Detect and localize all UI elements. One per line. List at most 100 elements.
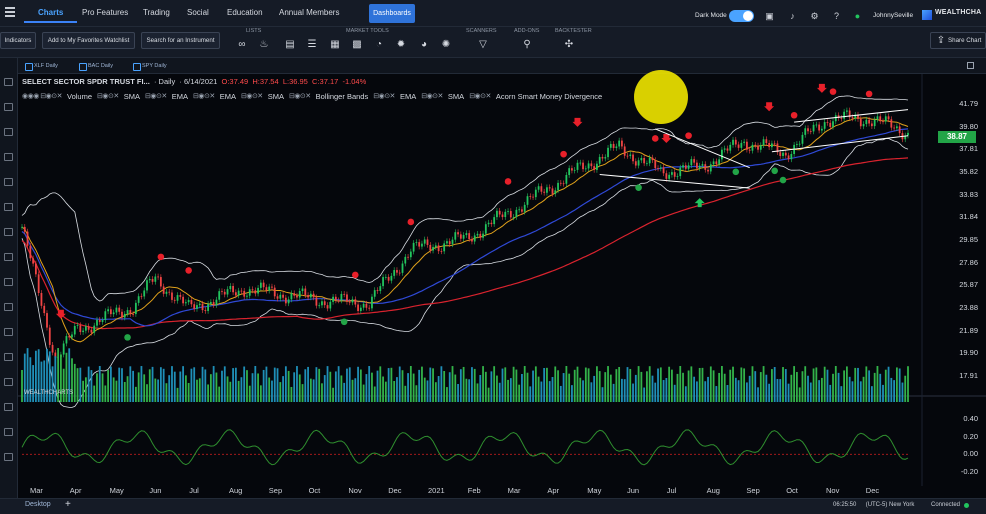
menu-icon[interactable] bbox=[5, 7, 15, 17]
grid-icon[interactable]: ▩ bbox=[352, 39, 362, 50]
layers-tool-icon[interactable] bbox=[4, 403, 13, 411]
zoom-tool-icon[interactable] bbox=[4, 253, 13, 261]
news-icon[interactable]: ▤ bbox=[285, 39, 295, 50]
candle-body bbox=[704, 164, 707, 170]
chart-area[interactable]: SELECT SECTOR SPDR TRUST FI... · Daily ·… bbox=[18, 74, 986, 498]
shape-tool-icon[interactable] bbox=[4, 178, 13, 186]
heatmap-icon[interactable]: ✺ bbox=[441, 39, 451, 50]
search-instrument-button[interactable]: Search for an Instrument bbox=[141, 32, 220, 49]
candle-body bbox=[415, 242, 418, 243]
account-icon[interactable]: ● bbox=[854, 11, 861, 21]
cursor-tool-icon[interactable] bbox=[4, 78, 13, 86]
more-tool-icon[interactable] bbox=[4, 453, 13, 461]
candle-body bbox=[779, 152, 782, 157]
volume-bar bbox=[184, 375, 187, 402]
filter-icon[interactable]: ▽ bbox=[479, 39, 487, 50]
legend-controls-icon[interactable]: ⊟◉⊙✕ bbox=[421, 93, 443, 100]
username[interactable]: JohnnySeville bbox=[873, 12, 914, 19]
visibility-tool-icon[interactable] bbox=[4, 328, 13, 336]
legend-controls-icon[interactable]: ⊟◉⊙✕ bbox=[469, 93, 491, 100]
status-bar: Desktop + 06:25:50 (UTC-5) New York Conn… bbox=[0, 498, 986, 514]
candle-body bbox=[371, 296, 373, 309]
nav-tab-annual-members[interactable]: Annual Members bbox=[279, 8, 340, 17]
candle-body bbox=[576, 162, 579, 170]
fibonacci-tool-icon[interactable] bbox=[4, 153, 13, 161]
nav-tab-education[interactable]: Education bbox=[227, 8, 263, 17]
chart-tab-xlf[interactable]: XLF Daily bbox=[24, 60, 58, 72]
settings-tool-icon[interactable] bbox=[4, 378, 13, 386]
bell-icon[interactable]: ♪ bbox=[790, 11, 795, 21]
candle-body bbox=[751, 144, 754, 151]
magnet-tool-icon[interactable] bbox=[4, 278, 13, 286]
plugin-icon[interactable]: ⚲ bbox=[523, 39, 531, 50]
legend-controls-icon[interactable]: ⊟◉⊙✕ bbox=[373, 93, 395, 100]
candle-body bbox=[71, 334, 73, 338]
lock-tool-icon[interactable] bbox=[4, 303, 13, 311]
candle-body bbox=[876, 116, 879, 120]
indicators-button[interactable]: Indicators bbox=[0, 32, 36, 49]
legend-controls-icon[interactable]: ⊟◉⊙✕ bbox=[240, 93, 263, 100]
legend-controls-icon[interactable]: ⊟◉⊙✕ bbox=[192, 93, 215, 100]
volume-bar bbox=[143, 374, 146, 402]
indicator-ema[interactable]: EMA bbox=[171, 92, 188, 101]
trash-tool-icon[interactable] bbox=[4, 353, 13, 361]
horizontal-line-tool-icon[interactable] bbox=[4, 128, 13, 136]
sell-signal-dot bbox=[504, 178, 512, 185]
indicator-sma[interactable]: SMA bbox=[267, 92, 284, 101]
time-axis[interactable]: Mar Apr May Jun Jul Aug Sep Oct Nov Dec 2021 Feb Mar… bbox=[18, 486, 986, 496]
indicator-volume[interactable]: Volume bbox=[66, 92, 93, 101]
trendline-tool-icon[interactable] bbox=[4, 103, 13, 111]
time-axis-label: Dec bbox=[865, 486, 880, 495]
volume-bar bbox=[601, 387, 604, 402]
candle-body bbox=[815, 124, 818, 126]
legend-controls-icon[interactable]: ⊟◉⊙✕ bbox=[288, 93, 311, 100]
indicator-legend: ◉◉◉ ⊟◉⊙✕ Volume ⊟◉⊙✕ SMA ⊟◉⊙✕ EMA ⊟◉⊙✕ E… bbox=[22, 92, 602, 101]
gear-icon[interactable]: ⚙ bbox=[810, 11, 819, 21]
volume-bar bbox=[804, 366, 807, 402]
measure-tool-icon[interactable] bbox=[4, 228, 13, 236]
add-desktop-icon[interactable]: + bbox=[65, 499, 71, 510]
nav-tab-trading[interactable]: Trading bbox=[143, 8, 170, 17]
price-axis-label: 27.86 bbox=[959, 257, 978, 267]
price-axis-label: 37.81 bbox=[959, 144, 978, 154]
legend-controls-icon[interactable]: ◉◉◉ ⊟◉⊙✕ bbox=[22, 93, 62, 100]
candle-body bbox=[662, 167, 665, 174]
candle-body bbox=[123, 313, 126, 318]
link-icon[interactable]: ∞ bbox=[238, 39, 246, 50]
volume-bar bbox=[240, 377, 243, 402]
nav-tab-social[interactable]: Social bbox=[187, 8, 209, 17]
help-icon[interactable]: ? bbox=[833, 11, 839, 21]
indicator-ema[interactable]: EMA bbox=[219, 92, 236, 101]
indicator-acorn-smart-money-divergence[interactable]: Acorn Smart Money Divergence bbox=[495, 92, 603, 101]
text-tool-icon[interactable] bbox=[4, 203, 13, 211]
nav-tab-charts[interactable]: Charts bbox=[23, 8, 78, 23]
desktop-tab[interactable]: Desktop bbox=[25, 501, 51, 508]
volume-bar bbox=[157, 379, 159, 402]
chart-tab-bac[interactable]: BAC Daily bbox=[78, 60, 113, 72]
volume-bar bbox=[612, 383, 615, 402]
list-icon[interactable]: ☰ bbox=[307, 39, 317, 50]
add-to-favorites-button[interactable]: Add to My Favorites Watchlist bbox=[42, 32, 135, 49]
calendar-icon[interactable]: ▦ bbox=[330, 39, 340, 50]
volume-bar bbox=[82, 380, 85, 402]
save-icon[interactable]: ▣ bbox=[765, 11, 774, 21]
indicator-bollinger-bands[interactable]: Bollinger Bands bbox=[315, 92, 369, 101]
backtester-icon[interactable]: ✣ bbox=[564, 39, 574, 50]
indicator-ema[interactable]: EMA bbox=[399, 92, 417, 101]
chart-tab-spy[interactable]: SPY Daily bbox=[132, 60, 167, 72]
maximize-icon[interactable] bbox=[967, 62, 974, 69]
flame-icon[interactable]: ♨ bbox=[259, 39, 269, 50]
alert-icon[interactable]: ◔ bbox=[375, 39, 383, 50]
indicator-sma[interactable]: SMA bbox=[447, 92, 465, 101]
nav-tab-pro-features[interactable]: Pro Features bbox=[82, 8, 129, 17]
dark-mode-toggle[interactable] bbox=[729, 10, 754, 22]
price-chart-canvas[interactable] bbox=[18, 74, 986, 498]
star-tool-icon[interactable] bbox=[4, 428, 13, 436]
dashboards-button[interactable]: Dashboards bbox=[369, 4, 415, 23]
legend-controls-icon[interactable]: ⊟◉⊙✕ bbox=[97, 93, 119, 100]
candle-body bbox=[712, 161, 715, 165]
legend-controls-icon[interactable]: ⊟◉⊙✕ bbox=[145, 93, 167, 100]
notification-icon[interactable]: ◕ bbox=[420, 39, 428, 50]
sun-icon[interactable]: ✹ bbox=[396, 39, 406, 50]
indicator-sma[interactable]: SMA bbox=[123, 92, 140, 101]
